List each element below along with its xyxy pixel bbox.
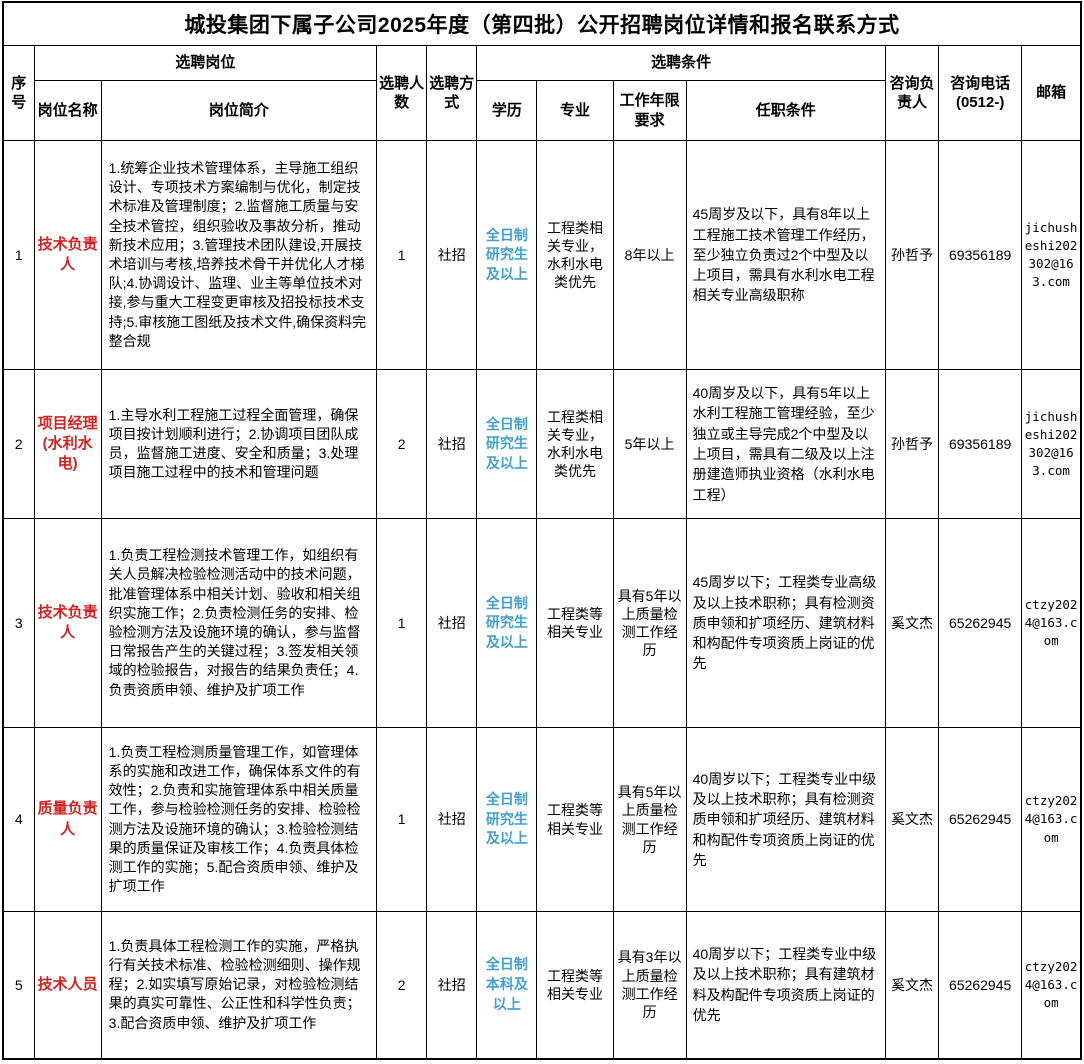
cell-email: jichusheshi202302@163.com — [1021, 140, 1082, 370]
col-header-phone-prefix: (0512-) — [955, 94, 1005, 111]
cell-method: 社招 — [426, 140, 478, 370]
cell-experience: 具有5年以上质量检测工作经历 — [612, 518, 687, 728]
cell-email: jichusheshi202302@163.com — [1021, 369, 1082, 519]
cell-requirements: 40周岁及以下，具有5年以上水利工程施工管理经验，至少独立或主导完成2个中型及以… — [685, 369, 886, 519]
cell-major: 工程类等相关专业 — [536, 727, 614, 912]
cell-major: 工程类相关专业，水利水电类优先 — [536, 140, 614, 370]
cell-phone: 65262945 — [938, 911, 1023, 1059]
cell-position-desc: 1.主导水利工程施工过程全面管理，确保项目按计划顺利进行；2.协调项目团队成员，… — [100, 369, 378, 519]
cell-position-desc: 1.负责工程检测质量管理工作，如管理体系的实施和改进工作，确保体系文件的有效性；… — [100, 727, 378, 912]
cell-phone: 69356189 — [938, 140, 1023, 370]
cell-headcount: 1 — [376, 140, 428, 370]
cell-requirements: 40周岁以下；工程类专业中级及以上技术职称；具有建筑材料及构配件专项资质上岗证的… — [685, 911, 886, 1059]
table-row: 4 质量负责人 1.负责工程检测质量管理工作，如管理体系的实施和改进工作，确保体… — [2, 727, 1082, 912]
cell-no: 4 — [2, 727, 35, 912]
cell-headcount: 2 — [376, 369, 428, 519]
page-title: 城投集团下属子公司2025年度（第四批）公开招聘岗位详情和报名联系方式 — [2, 1, 1082, 46]
cell-headcount: 1 — [376, 518, 428, 728]
table-row: 3 技术负责人 1.负责工程检测技术管理工作，如组织有关人员解决检验检测活动中的… — [2, 518, 1082, 728]
cell-experience: 具有3年以上质量检测工作经历 — [612, 911, 687, 1059]
cell-position-name: 技术负责人 — [33, 140, 102, 370]
cell-major: 工程类相关专业，水利水电类优先 — [536, 369, 614, 519]
cell-method: 社招 — [426, 369, 478, 519]
cell-major: 工程类等相关专业 — [536, 911, 614, 1059]
cell-contact: 奚文杰 — [884, 518, 940, 728]
cell-education: 全日制研究生及以上 — [476, 140, 538, 370]
table-row: 5 技术人员 1.负责具体工程检测工作的实施，严格执行有关技术标准、检验检测细则… — [2, 911, 1082, 1059]
cell-email: ctzy2024@163.com — [1021, 727, 1082, 912]
cell-requirements: 45周岁及以下，具有8年以上工程施工技术管理工作经历，至少独立负责过2个中型及以… — [685, 140, 886, 370]
cell-experience: 具有5年以上质量检测工作经历 — [612, 727, 687, 912]
col-header-headcount: 选聘人数 — [376, 45, 428, 141]
cell-contact: 奚文杰 — [884, 727, 940, 912]
cell-position-name: 质量负责人 — [33, 727, 102, 912]
cell-phone: 65262945 — [938, 518, 1023, 728]
cell-method: 社招 — [426, 518, 478, 728]
cell-contact: 奚文杰 — [884, 911, 940, 1059]
cell-position-desc: 1.负责具体工程检测工作的实施，严格执行有关技术标准、检验检测细则、操作规程；2… — [100, 911, 378, 1059]
col-header-major: 专业 — [536, 80, 614, 141]
cell-contact: 孙哲予 — [884, 369, 940, 519]
cell-no: 3 — [2, 518, 35, 728]
cell-no: 1 — [2, 140, 35, 370]
col-header-no: 序号 — [2, 45, 35, 141]
col-header-phone-label: 咨询电话 — [950, 74, 1011, 92]
cell-email: ctzy2024@163.com — [1021, 518, 1082, 728]
cell-education: 全日制研究生及以上 — [476, 518, 538, 728]
cell-experience: 5年以上 — [612, 369, 687, 519]
cell-requirements: 40周岁以下；工程类专业中级及以上技术职称；具有检测资质申领和扩项经历、建筑材料… — [685, 727, 886, 912]
col-header-position-name: 岗位名称 — [33, 80, 102, 141]
col-header-conditions-group: 选聘条件 — [476, 45, 886, 81]
cell-no: 2 — [2, 369, 35, 519]
cell-education: 全日制本科及以上 — [476, 911, 538, 1059]
cell-contact: 孙哲予 — [884, 140, 940, 370]
col-header-experience: 工作年限要求 — [612, 80, 687, 141]
cell-method: 社招 — [426, 911, 478, 1059]
col-header-phone: 咨询电话 (0512-) — [938, 45, 1023, 141]
cell-requirements: 45周岁以下；工程类专业高级及以上技术职称；具有检测资质申领和扩项经历、建筑材料… — [685, 518, 886, 728]
cell-position-name: 项目经理(水利水电) — [33, 369, 102, 519]
cell-position-desc: 1.负责工程检测技术管理工作，如组织有关人员解决检验检测活动中的技术问题，批准管… — [100, 518, 378, 728]
col-header-contact: 咨询负责人 — [884, 45, 940, 141]
cell-method: 社招 — [426, 727, 478, 912]
cell-phone: 65262945 — [938, 727, 1023, 912]
col-header-education: 学历 — [476, 80, 538, 141]
col-header-position-group: 选聘岗位 — [33, 45, 378, 81]
cell-headcount: 2 — [376, 911, 428, 1059]
cell-no: 5 — [2, 911, 35, 1059]
cell-position-name: 技术负责人 — [33, 518, 102, 728]
col-header-position-desc: 岗位简介 — [100, 80, 378, 141]
cell-experience: 8年以上 — [612, 140, 687, 370]
cell-major: 工程类等相关专业 — [536, 518, 614, 728]
col-header-requirements: 任职条件 — [685, 80, 886, 141]
cell-phone: 69356189 — [938, 369, 1023, 519]
cell-headcount: 1 — [376, 727, 428, 912]
cell-education: 全日制研究生及以上 — [476, 727, 538, 912]
table-row: 2 项目经理(水利水电) 1.主导水利工程施工过程全面管理，确保项目按计划顺利进… — [2, 369, 1082, 519]
table-row: 1 技术负责人 1.统筹企业技术管理体系，主导施工组织设计、专项技术方案编制与优… — [2, 140, 1082, 370]
cell-email: ctzy2024@163.com — [1021, 911, 1082, 1059]
col-header-email: 邮箱 — [1021, 45, 1082, 141]
cell-position-desc: 1.统筹企业技术管理体系，主导施工组织设计、专项技术方案编制与优化，制定技术标准… — [100, 140, 378, 370]
cell-position-name: 技术人员 — [33, 911, 102, 1059]
col-header-method: 选聘方式 — [426, 45, 478, 141]
cell-education: 全日制研究生及以上 — [476, 369, 538, 519]
